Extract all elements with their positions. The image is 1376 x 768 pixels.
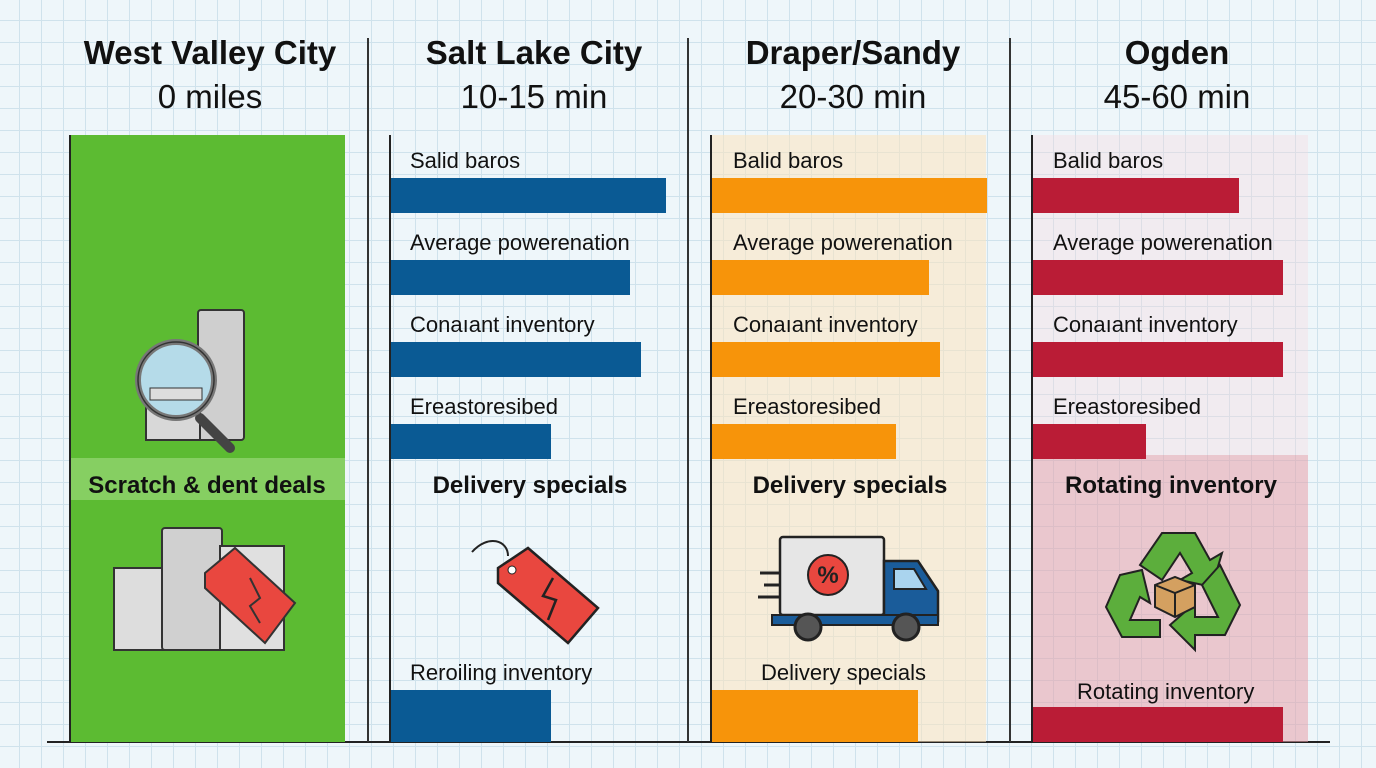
bar — [391, 342, 642, 377]
bar-label: Average powerenation — [1053, 230, 1273, 255]
bar-label: Ereastoresibed — [733, 394, 881, 419]
bar — [1033, 260, 1284, 295]
bar — [712, 342, 941, 377]
column-divider — [367, 38, 369, 742]
bar-axis — [1031, 135, 1033, 742]
bar-label: Conaıant inventory — [733, 312, 918, 337]
feature-label: Delivery specials — [432, 472, 628, 499]
column-subtitle: 45-60 min — [1103, 78, 1251, 115]
bar — [1033, 342, 1284, 377]
feature-label: Rotating inventory — [1064, 472, 1277, 499]
bar — [391, 178, 666, 213]
bar-label: Conaıant inventory — [410, 312, 595, 337]
bar-axis — [710, 135, 712, 742]
bar-label: Average powerenation — [733, 230, 953, 255]
bar — [391, 424, 551, 459]
bar — [1033, 424, 1146, 459]
recycle-box-icon — [1104, 532, 1242, 653]
bar — [712, 260, 930, 295]
feature-label: Delivery specials — [752, 472, 948, 499]
bar-label: Conaıant inventory — [1053, 312, 1238, 337]
bar — [391, 260, 631, 295]
bottom-bar-label: Delivery specials — [761, 660, 927, 685]
bottom-bar-label: Rotating inventory — [1077, 679, 1255, 704]
bar — [712, 424, 897, 459]
column-title: West Valley City — [83, 34, 337, 71]
bottom-bar — [1033, 707, 1284, 742]
bar — [1033, 178, 1240, 213]
bar-label: Balid baros — [1053, 148, 1164, 173]
bar-label: Ereastoresibed — [1053, 394, 1201, 419]
column-subtitle: 20-30 min — [779, 78, 927, 115]
column-subtitle: 10-15 min — [460, 78, 608, 115]
svg-text:%: % — [817, 562, 838, 589]
column-subtitle: 0 miles — [157, 78, 263, 115]
bottom-bar-label: Reroiling inventory — [410, 660, 593, 685]
column-title: Ogden — [1124, 34, 1230, 71]
column-divider — [687, 38, 689, 742]
bar-label: Balid baros — [733, 148, 844, 173]
column-divider — [1009, 38, 1011, 742]
bar-label: Average powerenation — [410, 230, 630, 255]
delivery-truck-icon: % — [758, 535, 940, 642]
bar — [712, 178, 987, 213]
bottom-bar — [712, 690, 919, 742]
column-title: Draper/Sandy — [745, 34, 961, 71]
bottom-bar — [391, 690, 551, 742]
column-title: Salt Lake City — [425, 34, 643, 71]
bar-label: Salid baros — [410, 148, 521, 173]
magnifier-appliance-icon — [135, 309, 245, 453]
baseline — [47, 741, 1330, 743]
appliances-tag-icon — [113, 527, 297, 651]
bar-label: Ereastoresibed — [410, 394, 558, 419]
feature-label: Scratch & dent deals — [88, 472, 326, 499]
feature-band — [71, 458, 345, 500]
broken-price-tag-icon — [471, 540, 600, 645]
bar-axis — [389, 135, 391, 742]
